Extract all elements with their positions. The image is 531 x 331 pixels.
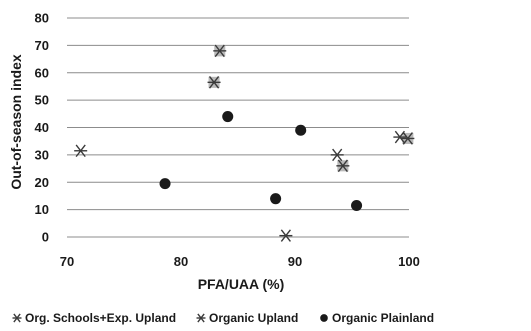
legend-label: Organic Upland <box>209 311 298 325</box>
legend-item: Organic Plainland <box>320 311 434 325</box>
data-point <box>222 111 234 123</box>
y-tick-label: 20 <box>35 175 49 190</box>
data-point <box>401 132 415 145</box>
legend-label: Org. Schools+Exp. Upland <box>25 311 176 325</box>
data-point <box>159 178 171 190</box>
y-tick-label: 60 <box>35 65 49 80</box>
legend: Org. Schools+Exp. Upland Organic Upland Or… <box>12 311 434 325</box>
data-point <box>213 44 227 58</box>
legend-item: Org. Schools+Exp. Upland <box>12 311 176 325</box>
legend-marker <box>12 313 22 323</box>
data-points <box>74 44 415 242</box>
x-tick-label: 100 <box>398 254 420 269</box>
y-tick-labels: 0 10 20 30 40 50 60 70 80 <box>35 11 49 245</box>
y-tick-label: 10 <box>35 202 49 217</box>
y-tick-label: 40 <box>35 120 49 135</box>
y-tick-label: 70 <box>35 38 49 53</box>
x-tick-label: 80 <box>174 254 188 269</box>
data-point <box>279 229 293 242</box>
data-point <box>74 144 88 158</box>
y-tick-label: 80 <box>35 11 49 26</box>
data-point <box>351 199 363 212</box>
x-axis-title: PFA/UAA (%) <box>198 276 285 292</box>
y-tick-label: 30 <box>35 147 49 162</box>
x-tick-label: 70 <box>60 254 74 269</box>
data-point <box>336 159 350 173</box>
x-tick-label: 90 <box>288 254 302 269</box>
x-tick-labels: 70 80 90 100 <box>60 254 420 269</box>
gridlines <box>67 17 409 238</box>
data-point <box>207 76 221 89</box>
legend-label: Organic Plainland <box>332 311 434 325</box>
y-tick-label: 50 <box>35 93 49 108</box>
y-axis-title: Out-of-season index <box>8 54 24 190</box>
data-point <box>330 148 344 162</box>
data-point <box>270 193 282 205</box>
legend-item: Organic Upland <box>196 311 298 325</box>
y-tick-label: 0 <box>42 230 49 245</box>
legend-marker <box>320 314 328 322</box>
legend-marker <box>196 313 206 323</box>
data-point <box>295 124 307 136</box>
data-point <box>393 130 407 144</box>
